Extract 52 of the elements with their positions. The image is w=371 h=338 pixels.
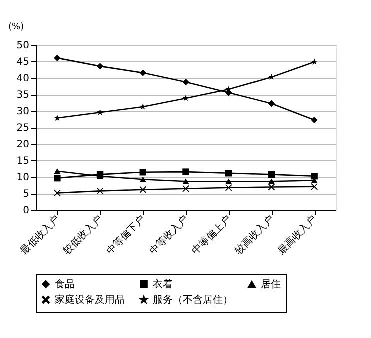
point — [54, 174, 61, 182]
point — [96, 188, 104, 195]
point — [311, 58, 318, 65]
point — [311, 184, 318, 190]
x-tick-label: 中等偏下户 — [104, 213, 148, 258]
y-tick-label: 35 — [16, 90, 30, 101]
point — [96, 63, 104, 70]
point — [54, 190, 61, 197]
x-tick-label: 较高收入户 — [232, 213, 276, 258]
legend-label: 衣着 — [153, 278, 173, 290]
point — [54, 168, 61, 174]
point — [226, 170, 232, 177]
legend-label: 家庭设备及用品 — [55, 294, 125, 306]
point — [140, 176, 146, 183]
point — [268, 100, 276, 108]
x-tick-label: 中等偏上户 — [190, 213, 234, 258]
point — [140, 70, 146, 76]
point — [140, 169, 146, 176]
y-tick-label: 25 — [16, 123, 30, 134]
x-tick-label: 中等收入户 — [146, 213, 191, 258]
y-tick-label: 10 — [16, 172, 30, 184]
point — [268, 171, 276, 178]
x-tick-label: 较低收入户 — [61, 213, 106, 258]
point — [140, 186, 146, 194]
point — [182, 186, 190, 192]
point — [54, 114, 61, 121]
y-tick-label: 30 — [16, 106, 30, 118]
y-tick-label: 40 — [16, 74, 30, 84]
y-tick-label: 15 — [16, 156, 30, 167]
y-tick-label: 20 — [16, 140, 30, 150]
point — [226, 184, 232, 192]
point — [268, 178, 276, 185]
point — [268, 184, 276, 191]
point — [182, 168, 190, 176]
point — [226, 178, 232, 185]
legend-label: 居住 — [261, 280, 281, 291]
point — [268, 74, 275, 80]
point — [182, 78, 190, 86]
point — [182, 95, 190, 102]
point — [54, 54, 61, 62]
point — [311, 172, 318, 180]
x-tick-label: 最高收入户 — [275, 213, 320, 258]
legend-label: 食品 — [55, 278, 75, 290]
point — [97, 109, 104, 116]
point — [311, 116, 318, 124]
y-axis-title: (%) — [8, 22, 24, 32]
legend-label: 服务（不含居住） — [153, 294, 233, 306]
point — [140, 104, 146, 110]
y-tick-label: 50 — [16, 40, 30, 52]
y-tick-label: 5 — [23, 189, 30, 200]
y-tick-label: 45 — [16, 57, 30, 68]
point — [182, 178, 190, 185]
